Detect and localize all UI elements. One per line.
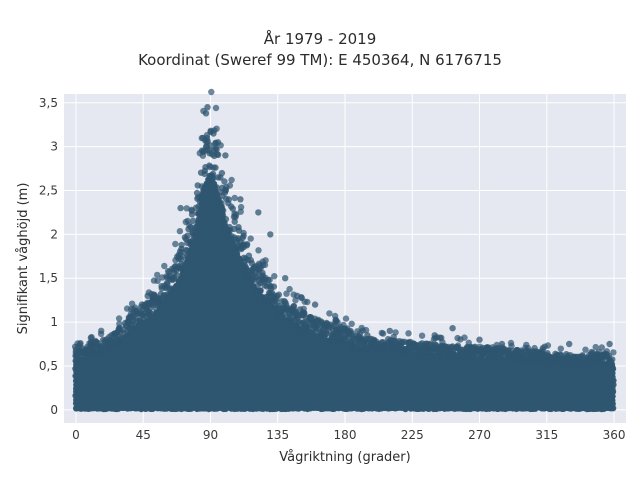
data-point [223,187,229,193]
data-point [215,152,221,158]
chart-figure: År 1979 - 2019 Koordinat (Sweref 99 TM):… [0,0,640,480]
data-point [178,242,184,248]
data-point [232,214,238,220]
scatter-plot: 0 45 90 135 180 225 270 315 36000,511,522,533,5V… [0,0,640,480]
data-point [244,241,250,247]
data-point [223,216,229,222]
data-point [212,164,218,170]
data-point [219,170,225,176]
data-point [221,178,227,184]
